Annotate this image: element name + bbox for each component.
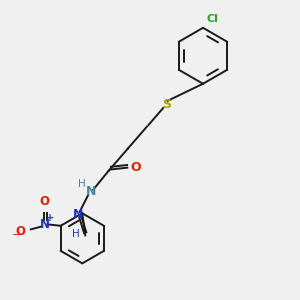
Text: H: H (78, 179, 86, 190)
Text: S: S (162, 98, 171, 111)
Text: N: N (39, 218, 50, 231)
Text: −: − (11, 230, 21, 240)
Text: O: O (39, 195, 50, 208)
Text: +: + (46, 214, 54, 224)
Text: N: N (86, 185, 96, 198)
Text: N: N (73, 208, 83, 221)
Text: H: H (72, 229, 80, 239)
Text: Cl: Cl (206, 14, 218, 24)
Text: O: O (131, 160, 142, 174)
Text: O: O (16, 225, 26, 238)
